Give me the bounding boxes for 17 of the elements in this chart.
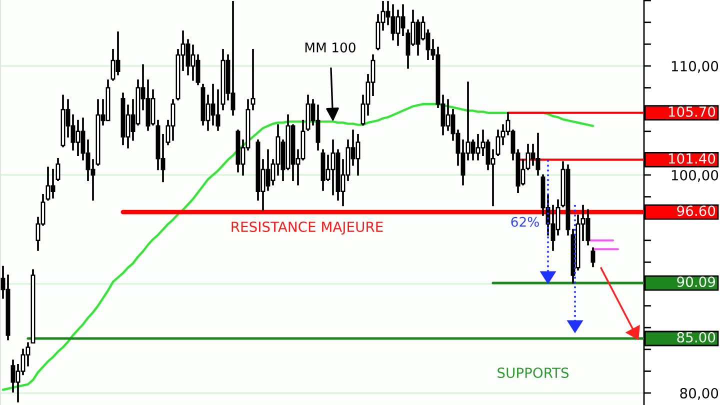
line-series — [2, 103, 594, 391]
annotation: 62% — [511, 216, 539, 227]
text: 85.00 — [677, 332, 716, 343]
series-label: 101.40 — [668, 153, 716, 164]
candlestick — [30, 269, 36, 344]
candlestick — [56, 158, 60, 182]
text: 90.09 — [677, 276, 716, 288]
text: MM 100 — [305, 42, 356, 52]
y-tick-label: 110,00 — [672, 60, 718, 73]
candlestick — [590, 247, 596, 268]
candlestick — [250, 48, 256, 110]
y-tick-label: 80,00 — [680, 388, 718, 400]
annotation: SUPPORTS — [498, 368, 569, 378]
series-label: 105.70 — [668, 106, 716, 117]
annotation: RESISTANCE MAJEURE — [232, 222, 383, 235]
y-tick-label: 100,00 — [672, 170, 718, 182]
text: 96.60 — [677, 206, 716, 216]
